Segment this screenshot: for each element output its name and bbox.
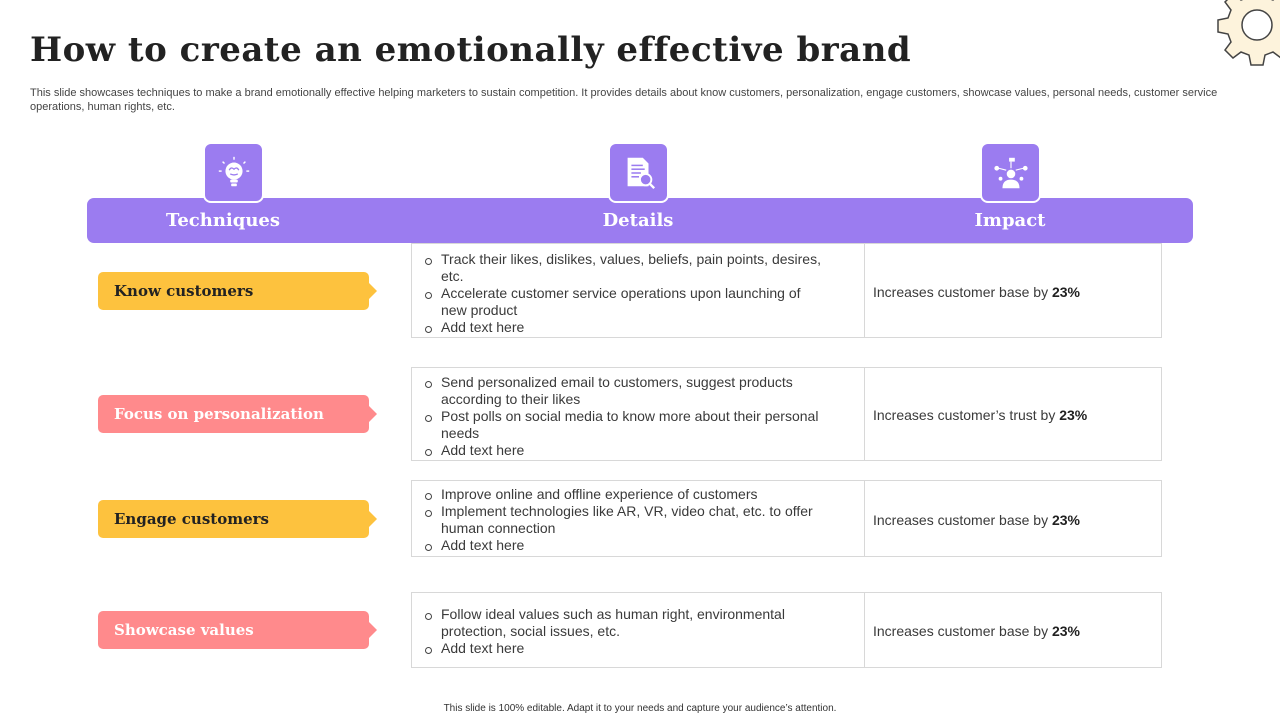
list-item: Add text here: [422, 442, 822, 459]
impact-text: Increases customer’s trust by 23%: [873, 407, 1088, 423]
technique-engage-customers: Engage customers: [98, 500, 377, 538]
table-row: Improve online and offline experience of…: [411, 480, 1162, 557]
page-title: How to create an emotionally effective b…: [30, 30, 912, 70]
impact-value: 23%: [1051, 623, 1081, 639]
column-divider: [864, 593, 865, 667]
details-list: Send personalized email to customers, su…: [422, 374, 822, 459]
impact-value: 23%: [1051, 512, 1081, 528]
table-row: Track their likes, dislikes, values, bel…: [411, 243, 1162, 338]
impact-icon-box: [980, 142, 1041, 203]
details-list: Improve online and offline experience of…: [422, 486, 822, 554]
header-impact: Impact: [974, 210, 1046, 231]
list-item: Accelerate customer service operations u…: [422, 285, 822, 319]
list-item: Follow ideal values such as human right,…: [422, 606, 822, 640]
gear-icon: [1217, 0, 1280, 66]
details-icon-box: [608, 142, 669, 203]
document-search-icon: [627, 157, 655, 189]
impact-text: Increases customer base by 23%: [873, 284, 1081, 300]
header-techniques: Techniques: [165, 210, 280, 231]
list-item: Add text here: [422, 640, 822, 657]
list-item: Implement technologies like AR, VR, vide…: [422, 503, 822, 537]
impact-value: 23%: [1051, 284, 1081, 300]
table-row: Send personalized email to customers, su…: [411, 367, 1162, 461]
lightbulb-brain-icon: [218, 156, 249, 186]
impact-text: Increases customer base by 23%: [873, 623, 1081, 639]
list-item: Send personalized email to customers, su…: [422, 374, 822, 408]
techniques-icon-box: [203, 142, 264, 203]
technique-know-customers: Know customers: [98, 272, 377, 310]
person-network-icon: [993, 157, 1028, 188]
footer-note: This slide is 100% editable. Adapt it to…: [443, 703, 837, 714]
page-subtitle: This slide showcases techniques to make …: [30, 87, 1218, 113]
header-details: Details: [602, 210, 674, 231]
technique-personalization: Focus on personalization: [98, 395, 377, 433]
list-item: Add text here: [422, 319, 822, 336]
column-divider: [864, 481, 865, 556]
table-header-bar: [87, 198, 1193, 243]
list-item: Post polls on social media to know more …: [422, 408, 822, 442]
column-divider: [864, 244, 865, 337]
details-list: Track their likes, dislikes, values, bel…: [422, 251, 822, 336]
impact-text: Increases customer base by 23%: [873, 512, 1081, 528]
impact-value: 23%: [1059, 407, 1088, 423]
list-item: Add text here: [422, 537, 822, 554]
technique-showcase-values: Showcase values: [98, 611, 377, 649]
list-item: Improve online and offline experience of…: [422, 486, 822, 503]
table-row: Follow ideal values such as human right,…: [411, 592, 1162, 668]
list-item: Track their likes, dislikes, values, bel…: [422, 251, 822, 285]
column-divider: [864, 368, 865, 460]
details-list: Follow ideal values such as human right,…: [422, 606, 822, 657]
